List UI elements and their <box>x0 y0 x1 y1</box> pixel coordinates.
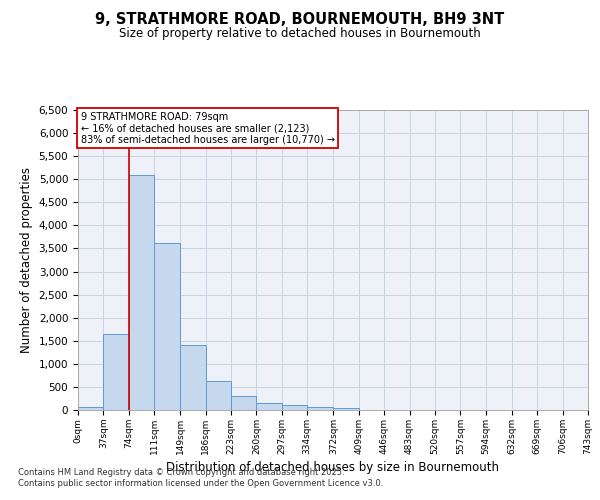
Bar <box>282 405 307 410</box>
Bar <box>334 408 359 410</box>
Bar <box>307 406 334 410</box>
Bar <box>256 403 282 410</box>
Bar <box>231 396 256 410</box>
Text: 9 STRATHMORE ROAD: 79sqm
← 16% of detached houses are smaller (2,123)
83% of sem: 9 STRATHMORE ROAD: 79sqm ← 16% of detach… <box>80 112 335 144</box>
Bar <box>206 382 231 410</box>
X-axis label: Distribution of detached houses by size in Bournemouth: Distribution of detached houses by size … <box>167 461 499 474</box>
Bar <box>78 407 103 410</box>
Bar <box>129 174 154 410</box>
Bar <box>154 243 180 410</box>
Text: 9, STRATHMORE ROAD, BOURNEMOUTH, BH9 3NT: 9, STRATHMORE ROAD, BOURNEMOUTH, BH9 3NT <box>95 12 505 28</box>
Y-axis label: Number of detached properties: Number of detached properties <box>20 167 33 353</box>
Text: Size of property relative to detached houses in Bournemouth: Size of property relative to detached ho… <box>119 28 481 40</box>
Text: Contains HM Land Registry data © Crown copyright and database right 2025.
Contai: Contains HM Land Registry data © Crown c… <box>18 468 383 487</box>
Bar <box>180 346 206 410</box>
Bar <box>103 334 129 410</box>
